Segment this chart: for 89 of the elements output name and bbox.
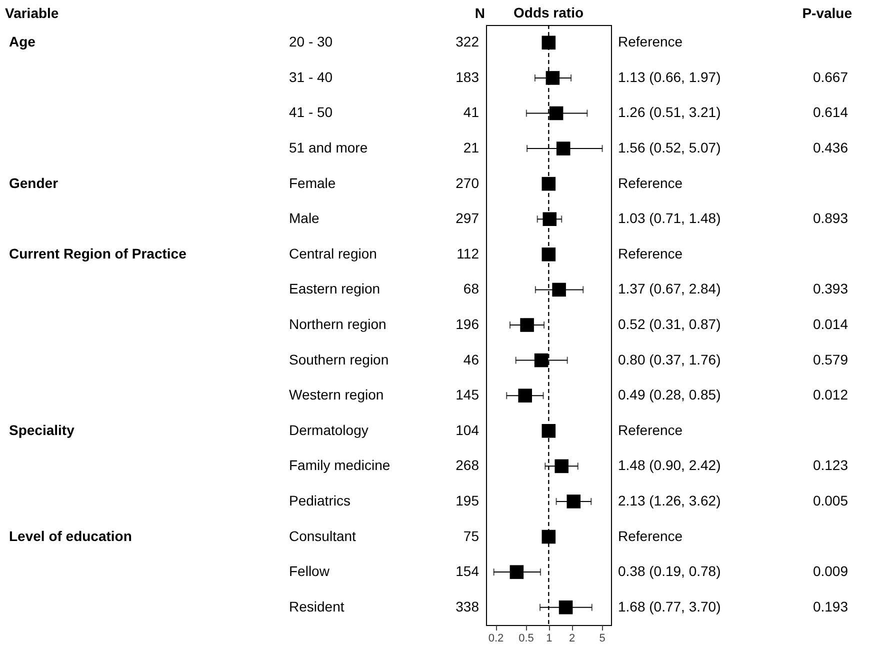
data-label: 104 <box>456 422 480 438</box>
data-label: 68 <box>463 280 480 297</box>
category-label: 1.68 (0.77, 3.70) <box>618 598 721 614</box>
data-label: 0.579 <box>812 351 848 368</box>
chart-title: Odds ratio <box>513 4 584 20</box>
category-label: Male <box>289 210 320 226</box>
category-label: Eastern region <box>289 280 380 297</box>
data-label: 0.009 <box>812 563 848 580</box>
category-label: 2.13 (1.26, 3.62) <box>618 492 721 508</box>
category-label: Speciality <box>9 422 75 438</box>
category-label: Western region <box>289 386 384 403</box>
category-label: Southern region <box>289 351 389 368</box>
text: P-value <box>802 5 852 21</box>
data-label: 0.193 <box>812 598 848 614</box>
data-label: 0.012 <box>812 386 848 403</box>
x-tick-label: 0.5 <box>518 632 534 644</box>
category-label: Resident <box>289 598 344 614</box>
point <box>554 459 569 474</box>
data-label: 338 <box>456 598 480 614</box>
data-label: 0.614 <box>812 104 848 120</box>
category-label: Reference <box>618 245 683 262</box>
x-tick-label: 0.2 <box>488 632 504 644</box>
category-label: 31 - 40 <box>289 68 333 85</box>
category-label: Age <box>9 34 36 50</box>
point <box>542 424 556 438</box>
category-label: Level of education <box>9 528 132 544</box>
category-label: 1.37 (0.67, 2.84) <box>618 280 721 297</box>
category-label: 1.48 (0.90, 2.42) <box>618 457 721 474</box>
category-label: Current Region of Practice <box>9 245 187 262</box>
category-label: Reference <box>618 528 683 544</box>
category-label: 20 - 30 <box>289 34 333 50</box>
category-label: Consultant <box>289 528 356 544</box>
category-label: 1.13 (0.66, 1.97) <box>618 68 721 85</box>
data-label: 112 <box>456 245 480 262</box>
data-label: 0.436 <box>812 140 848 156</box>
category-label: 41 - 50 <box>289 104 333 120</box>
category-label: Female <box>289 174 336 191</box>
category-label: Dermatology <box>289 422 368 438</box>
category-label: 0.52 (0.31, 0.87) <box>618 316 721 332</box>
category-label: Gender <box>9 174 59 191</box>
data-label: 0.393 <box>812 280 848 297</box>
x-tick-label: 5 <box>599 632 606 644</box>
category-label: Reference <box>618 174 683 191</box>
category-label: 0.38 (0.19, 0.78) <box>618 563 721 580</box>
category-label: Family medicine <box>289 457 390 474</box>
data-label: 0.893 <box>812 210 848 226</box>
category-label: Central region <box>289 245 377 262</box>
data-label: 0.005 <box>812 492 848 508</box>
point <box>542 212 557 226</box>
category-label: Reference <box>618 34 683 50</box>
category-label: 1.26 (0.51, 3.21) <box>618 104 721 120</box>
data-label: 75 <box>463 528 480 544</box>
data-label: 297 <box>456 210 480 226</box>
point <box>558 600 573 614</box>
data-label: 21 <box>463 140 480 156</box>
data-label: 0.667 <box>812 68 848 85</box>
data-label: 46 <box>463 351 480 368</box>
category-label: Reference <box>618 422 683 438</box>
point <box>546 71 560 85</box>
data-label: 145 <box>456 386 480 403</box>
point <box>556 142 570 156</box>
point <box>552 282 566 297</box>
point <box>542 248 556 262</box>
data-label: 270 <box>456 174 480 191</box>
point <box>542 176 556 191</box>
data-label: 0.123 <box>812 457 848 474</box>
data-label: 195 <box>456 492 480 508</box>
category-label: Fellow <box>289 563 330 580</box>
text: N <box>474 5 485 21</box>
category-label: Northern region <box>289 316 386 332</box>
data-label: 268 <box>456 457 480 474</box>
data-label: 0.014 <box>812 316 848 332</box>
point <box>542 36 556 50</box>
data-label: 183 <box>456 68 480 85</box>
x-tick-label: 1 <box>546 632 552 644</box>
x-tick-label: 2 <box>569 632 576 644</box>
point <box>549 106 564 120</box>
data-label: 196 <box>456 316 480 332</box>
category-label: 1.56 (0.52, 5.07) <box>618 140 721 156</box>
category-label: 0.49 (0.28, 0.85) <box>618 386 721 403</box>
category-label: 51 and more <box>289 140 368 156</box>
category-label: 1.03 (0.71, 1.48) <box>618 210 721 226</box>
data-label: 322 <box>456 34 480 50</box>
category-label: Pediatrics <box>289 492 350 508</box>
text: Variable <box>5 5 59 21</box>
category-label: 0.80 (0.37, 1.76) <box>618 351 721 368</box>
data-label: 154 <box>456 563 480 580</box>
data-label: 41 <box>463 104 480 120</box>
point <box>542 530 556 544</box>
